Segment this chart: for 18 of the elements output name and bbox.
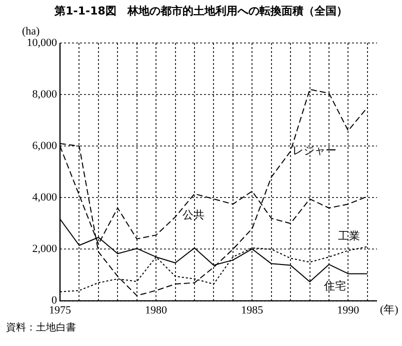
x-tick-label: 1980 bbox=[145, 304, 168, 316]
series-label: 公共 bbox=[182, 208, 204, 222]
series-label: 工業 bbox=[338, 229, 360, 242]
y-tick-label: 6,000 bbox=[32, 140, 58, 152]
y-tick-label: 8,000 bbox=[32, 88, 58, 100]
chart-title: 第1-1-18図 林地の都市的土地利用への転換面積（全国） bbox=[54, 4, 348, 18]
text: 資料：土地白書 bbox=[6, 321, 76, 334]
y-tick-label: 2,000 bbox=[32, 243, 58, 256]
y-tick-label: 10,000 bbox=[26, 36, 58, 49]
x-tick-label: 1975 bbox=[49, 304, 72, 316]
series-label: 住宅 bbox=[324, 280, 346, 293]
y-tick-label: 4,000 bbox=[32, 192, 58, 204]
x-axis-title: (年) bbox=[380, 304, 399, 316]
y-axis-title: (ha) bbox=[22, 25, 40, 38]
series-label: レジャー bbox=[292, 144, 337, 158]
y-tick-label: 0 bbox=[52, 294, 58, 307]
x-tick-label: 1990 bbox=[337, 304, 360, 316]
x-tick-label: 1985 bbox=[241, 304, 264, 316]
